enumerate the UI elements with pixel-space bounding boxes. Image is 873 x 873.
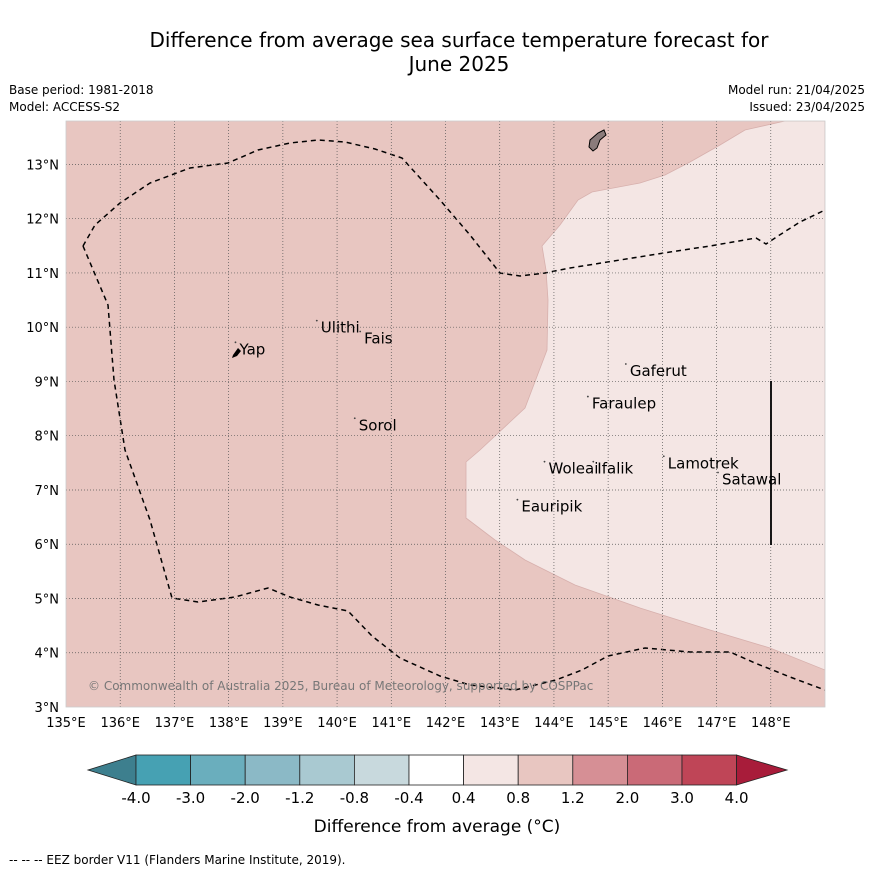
lat-tick-label: 13°N xyxy=(26,158,59,173)
lon-tick-label: 147°E xyxy=(697,716,737,731)
lon-tick-label: 146°E xyxy=(643,716,683,731)
place-label: Fais xyxy=(364,329,393,347)
lon-tick-label: 142°E xyxy=(426,716,466,731)
colorbar-label: Difference from average (°C) xyxy=(314,817,561,837)
island-dot xyxy=(624,363,627,365)
colorbar-segment xyxy=(135,754,191,786)
issued-date: Issued: 23/04/2025 xyxy=(749,100,865,114)
island-dot xyxy=(586,395,589,398)
place-label: Yap xyxy=(238,340,265,358)
anomaly-region-0.4-0.8 xyxy=(465,121,825,671)
colorbar-tick-label: -1.2 xyxy=(285,789,314,807)
eez-border-line-west-south xyxy=(82,245,825,691)
lon-tick-label: 141°E xyxy=(372,716,412,731)
island-dot xyxy=(315,319,318,322)
place-label: Lamotrek xyxy=(668,454,739,472)
colorbar-extend-high xyxy=(736,754,789,786)
lat-tick-label: 3°N xyxy=(35,701,60,716)
island-dot xyxy=(516,498,519,501)
meta-right: Model run: 21/04/2025 Issued: 23/04/2025 xyxy=(728,82,865,116)
colorbar-tick-label: -0.4 xyxy=(394,789,423,807)
lat-tick-label: 12°N xyxy=(26,213,59,228)
colorbar-segment xyxy=(244,754,301,786)
island-dot xyxy=(359,330,362,333)
colorbar-tick-label: -2.0 xyxy=(231,789,260,807)
lat-tick-label: 8°N xyxy=(35,430,60,445)
colorbar-segment xyxy=(681,754,737,786)
lat-tick-label: 11°N xyxy=(26,267,59,282)
colorbar-tick-label: 3.0 xyxy=(670,789,694,807)
island-dot xyxy=(353,417,356,420)
colorbar-segment xyxy=(517,754,574,786)
yap-island-shape xyxy=(232,348,241,358)
lat-tick-label: 4°N xyxy=(35,647,60,662)
colorbar-segment xyxy=(353,754,410,786)
lon-tick-label: 135°E xyxy=(46,716,86,731)
colorbar-segment xyxy=(572,754,628,786)
lon-tick-label: 143°E xyxy=(480,716,520,731)
lat-tick-label: 5°N xyxy=(35,592,60,607)
place-label: Satawal xyxy=(722,471,781,489)
place-label: Sorol xyxy=(359,416,397,434)
colorbar-extend-low xyxy=(86,754,137,786)
title-line-2: June 2025 xyxy=(408,52,510,76)
place-label: Eauripik xyxy=(521,498,582,516)
eez-border-line xyxy=(82,139,825,277)
island-dot xyxy=(543,460,546,463)
model-name: Model: ACCESS-S2 xyxy=(9,100,121,114)
lon-tick-label: 136°E xyxy=(100,716,140,731)
colorbar-segment xyxy=(299,754,355,786)
colorbar-tick-label: -3.0 xyxy=(176,789,205,807)
lon-tick-label: 144°E xyxy=(534,716,574,731)
colorbar-tick-label: 0.8 xyxy=(506,789,530,807)
lon-tick-label: 148°E xyxy=(751,716,791,731)
colorbar-segment xyxy=(627,754,683,786)
model-run: Model run: 21/04/2025 xyxy=(727,83,865,97)
meta-left: Base period: 1981-2018 Model: ACCESS-S2 xyxy=(9,82,154,116)
colorbar-tick-label: -0.8 xyxy=(340,789,369,807)
place-label: Woleai xyxy=(549,460,599,478)
lon-tick-label: 137°E xyxy=(155,716,195,731)
lon-tick-label: 138°E xyxy=(209,716,249,731)
colorbar-segment xyxy=(408,754,464,786)
colorbar-tick-label: 2.0 xyxy=(615,789,639,807)
colorbar-segment xyxy=(190,754,246,786)
colorbar-tick-label: 0.4 xyxy=(452,789,476,807)
lat-tick-label: 10°N xyxy=(26,321,59,336)
map-frame xyxy=(65,120,826,708)
lon-tick-label: 145°E xyxy=(588,716,628,731)
map-gridlines xyxy=(66,121,825,707)
lat-tick-label: 6°N xyxy=(35,538,60,553)
colorbar: -4.0 -3.0 -2.0 -1.2 -0.8 -0.4 0.4 0.8 1.2 2.0 3.0 4… xyxy=(86,754,789,807)
base-period: Base period: 1981-2018 xyxy=(9,83,154,97)
island-dot xyxy=(717,471,719,474)
colorbar-tick-label: -4.0 xyxy=(121,789,150,807)
eez-legend-note: -- -- -- EEZ border V11 (Flanders Marine… xyxy=(9,853,346,867)
chart-title: Difference from average sea surface temp… xyxy=(0,28,873,76)
place-label: Ulithi xyxy=(321,319,360,337)
colorbar-segment xyxy=(463,754,519,786)
place-label: Ifalik xyxy=(597,460,633,478)
longitude-tick-labels: 135°E 136°E 137°E 138°E 139°E 140°E 141°E 142°E… xyxy=(46,716,790,731)
guam-island-shape xyxy=(588,129,607,152)
latitude-tick-labels: 3°N 4°N 5°N 6°N 7°N 8°N 9°N 10°N 11°N 12°N 13°N xyxy=(26,158,59,716)
lon-tick-label: 139°E xyxy=(263,716,303,731)
colorbar-tick-label: 1.2 xyxy=(561,789,585,807)
island-dot xyxy=(662,455,665,458)
place-label: Faraulep xyxy=(592,395,656,413)
lat-tick-label: 7°N xyxy=(35,484,60,499)
colorbar-tick-label: 4.0 xyxy=(725,789,749,807)
place-label: Gaferut xyxy=(630,362,687,380)
title-line-1: Difference from average sea surface temp… xyxy=(149,28,769,52)
lat-tick-label: 9°N xyxy=(35,375,60,390)
island-dot xyxy=(592,460,595,463)
island-dot xyxy=(234,341,237,344)
lon-tick-label: 140°E xyxy=(317,716,357,731)
copyright-text: © Commonwealth of Australia 2025, Bureau… xyxy=(88,679,593,693)
